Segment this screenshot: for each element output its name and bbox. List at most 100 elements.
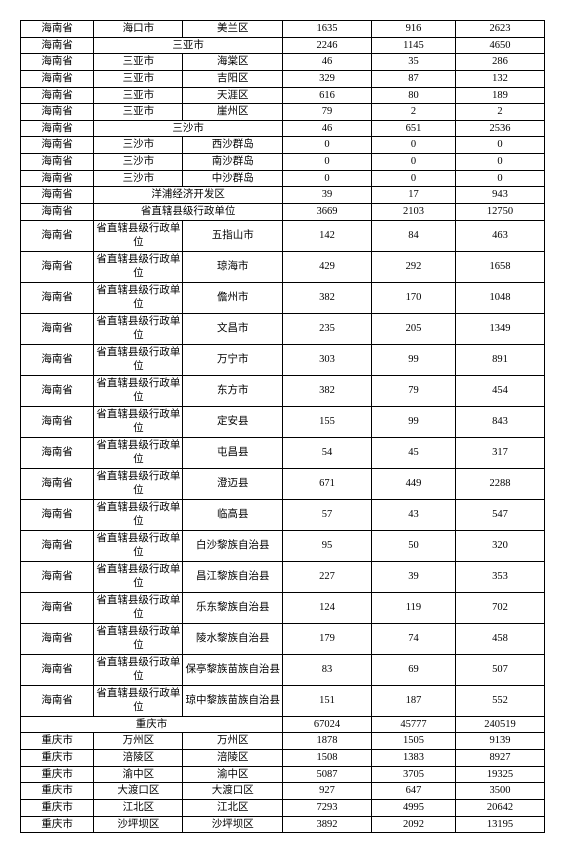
table-cell: 46 [282,120,371,137]
table-cell: 45 [372,437,456,468]
table-cell: 海南省 [21,251,94,282]
table-cell: 2103 [372,204,456,221]
table-cell: 449 [372,468,456,499]
table-row: 海南省三亚市崖州区7922 [21,104,545,121]
table-cell: 海南省 [21,154,94,171]
table-cell: 文昌市 [183,313,283,344]
table-cell: 西沙群岛 [183,137,283,154]
table-cell: 大渡口区 [94,783,183,800]
table-cell: 屯昌县 [183,437,283,468]
table-cell: 陵水黎族自治县 [183,623,283,654]
table-cell: 万宁市 [183,344,283,375]
table-row: 海南省三沙市南沙群岛000 [21,154,545,171]
table-cell: 7293 [282,799,371,816]
table-cell: 702 [455,592,544,623]
table-cell: 海南省 [21,187,94,204]
table-cell: 1658 [455,251,544,282]
table-cell: 海南省 [21,170,94,187]
table-cell: 57 [282,499,371,530]
table-cell: 海口市 [94,21,183,38]
table-cell: 79 [282,104,371,121]
table-row: 重庆市万州区万州区187815059139 [21,733,545,750]
table-cell: 2092 [372,816,456,833]
table-cell: 3669 [282,204,371,221]
table-cell: 省直辖县级行政单位 [94,251,183,282]
table-cell: 132 [455,70,544,87]
table-cell: 83 [282,654,371,685]
table-cell: 儋州市 [183,282,283,313]
table-cell: 省直辖县级行政单位 [94,220,183,251]
table-cell: 20642 [455,799,544,816]
table-cell: 三亚市 [94,104,183,121]
table-cell: 50 [372,530,456,561]
table-row: 海南省省直辖县级行政单位东方市38279454 [21,375,545,406]
table-cell: 1383 [372,749,456,766]
table-row: 海南省省直辖县级行政单位昌江黎族自治县22739353 [21,561,545,592]
table-row: 海南省三沙市西沙群岛000 [21,137,545,154]
table-cell: 东方市 [183,375,283,406]
table-cell: 0 [455,137,544,154]
table-cell: 651 [372,120,456,137]
table-cell: 151 [282,685,371,716]
table-cell: 重庆市 [21,749,94,766]
table-cell: 万州区 [183,733,283,750]
table-cell: 乐东黎族自治县 [183,592,283,623]
table-cell: 三亚市 [94,70,183,87]
table-cell: 69 [372,654,456,685]
table-cell: 67024 [282,716,371,733]
table-cell: 澄迈县 [183,468,283,499]
table-cell: 海南省 [21,204,94,221]
table-cell: 海南省 [21,685,94,716]
table-cell: 江北区 [94,799,183,816]
table-cell: 海南省 [21,344,94,375]
table-cell: 39 [372,561,456,592]
table-cell: 海南省 [21,87,94,104]
table-cell: 白沙黎族自治县 [183,530,283,561]
table-cell: 292 [372,251,456,282]
table-cell: 海南省 [21,21,94,38]
table-cell: 吉阳区 [183,70,283,87]
table-cell: 琼中黎族苗族自治县 [183,685,283,716]
table-row: 海南省三亚市吉阳区32987132 [21,70,545,87]
table-cell: 303 [282,344,371,375]
table-cell: 79 [372,375,456,406]
table-row: 重庆市江北区江北区7293499520642 [21,799,545,816]
table-cell: 843 [455,406,544,437]
table-cell: 中沙群岛 [183,170,283,187]
table-row: 海南省省直辖县级行政单位屯昌县5445317 [21,437,545,468]
table-row: 海南省省直辖县级行政单位五指山市14284463 [21,220,545,251]
table-cell: 渝中区 [183,766,283,783]
table-row: 海南省省直辖县级行政单位琼海市4292921658 [21,251,545,282]
table-cell: 8927 [455,749,544,766]
table-cell: 1048 [455,282,544,313]
table-cell: 省直辖县级行政单位 [94,592,183,623]
table-cell: 187 [372,685,456,716]
table-cell: 海南省 [21,561,94,592]
table-cell: 三沙市 [94,120,283,137]
table-cell: 涪陵区 [94,749,183,766]
table-cell: 三沙市 [94,170,183,187]
table-cell: 179 [282,623,371,654]
table-row: 海南省省直辖县级行政单位文昌市2352051349 [21,313,545,344]
table-cell: 99 [372,406,456,437]
table-cell: 87 [372,70,456,87]
table-cell: 三亚市 [94,87,183,104]
table-row: 海南省三沙市466512536 [21,120,545,137]
table-cell: 重庆市 [21,816,94,833]
table-cell: 9139 [455,733,544,750]
table-row: 海南省三亚市天涯区61680189 [21,87,545,104]
table-cell: 省直辖县级行政单位 [94,437,183,468]
table-cell: 南沙群岛 [183,154,283,171]
table-row: 海南省省直辖县级行政单位临高县5743547 [21,499,545,530]
table-cell: 海南省 [21,282,94,313]
table-cell: 454 [455,375,544,406]
table-cell: 大渡口区 [183,783,283,800]
table-cell: 916 [372,21,456,38]
table-cell: 重庆市 [21,716,283,733]
table-cell: 2623 [455,21,544,38]
table-cell: 205 [372,313,456,344]
table-cell: 927 [282,783,371,800]
table-cell: 2 [372,104,456,121]
table-cell: 海南省 [21,623,94,654]
table-cell: 891 [455,344,544,375]
